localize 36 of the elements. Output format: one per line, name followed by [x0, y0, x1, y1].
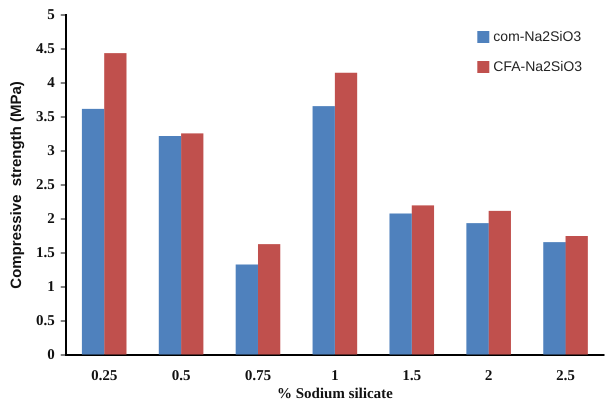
- y-tick-label: 1.5: [36, 244, 55, 261]
- x-tick-label: 0.5: [172, 368, 190, 384]
- bar: [466, 223, 489, 354]
- y-tick-label: 1: [47, 278, 55, 295]
- y-tick-label: 2.5: [36, 176, 55, 193]
- y-tick-label: 2: [47, 210, 55, 227]
- bar: [158, 136, 182, 354]
- bar: [334, 72, 358, 354]
- bar: [181, 133, 204, 354]
- y-tick-label: 4: [47, 74, 56, 91]
- y-tick-label: 3.5: [36, 108, 55, 125]
- legend-label: CFA-Na2SiO3: [493, 58, 582, 74]
- bar: [236, 264, 258, 354]
- bar: [566, 236, 588, 354]
- y-tick-label: 5: [47, 6, 55, 23]
- bar: [82, 108, 104, 354]
- x-tick-label: 1.5: [402, 368, 422, 384]
- x-tick-label: 0.25: [91, 368, 118, 384]
- legend-label: com-Na2SiO3: [493, 28, 582, 44]
- bar: [104, 53, 126, 354]
- y-tick-label: 0: [47, 346, 55, 363]
- y-axis-title: Compressive strength (MPa): [8, 81, 26, 289]
- x-tick-label: 0.75: [244, 368, 272, 384]
- y-tick-label: 4.5: [36, 40, 55, 57]
- bar: [258, 244, 280, 354]
- bar: [488, 210, 511, 354]
- y-tick-label: 0.5: [36, 312, 55, 329]
- bar: [312, 106, 335, 354]
- bar: [543, 242, 566, 354]
- bar: [412, 205, 434, 354]
- x-tick-label: 2.5: [556, 368, 575, 384]
- y-tick-label: 3: [47, 142, 55, 159]
- bar: [389, 214, 412, 354]
- x-tick-label: 1: [331, 368, 339, 384]
- x-axis-title: % Sodium silicate: [276, 386, 394, 402]
- x-tick-label: 2: [484, 368, 492, 384]
